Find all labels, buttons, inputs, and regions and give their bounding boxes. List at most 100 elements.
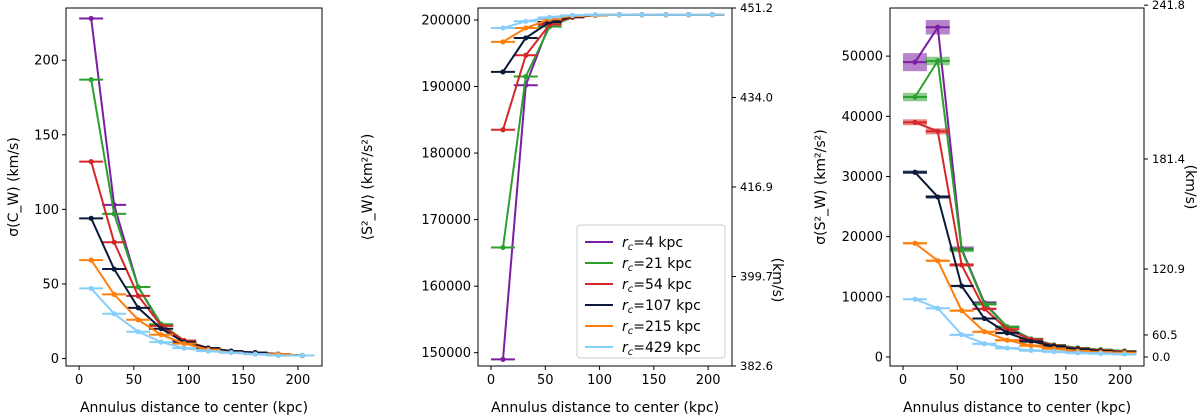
- data-point: [912, 169, 918, 175]
- y-right-tick-label: 416.9: [740, 180, 773, 194]
- y-tick-label: 160000: [421, 280, 471, 295]
- y-right-tick-label: 120.9: [1152, 262, 1185, 276]
- data-point: [912, 59, 918, 65]
- axes-frame-left: [65, 7, 323, 367]
- x-tick-label: 150: [641, 373, 666, 388]
- data-point: [912, 94, 918, 100]
- x-tick-label: 200: [286, 373, 311, 388]
- y-tick-label: 20000: [842, 230, 883, 245]
- y-right-tick-label: 451.2: [740, 1, 773, 15]
- plot-area-middle: [490, 12, 725, 362]
- y-tick-label: 100: [34, 203, 59, 218]
- data-point: [500, 25, 506, 31]
- legend: rc=4 kpc rc=21 kpc rc=54 kpc rc=107 kpc rc=2…: [576, 224, 726, 359]
- data-point: [500, 356, 506, 362]
- data-point: [111, 291, 117, 297]
- x-tick-label: 0: [487, 373, 495, 388]
- y-tick-label: 180000: [421, 147, 471, 162]
- y-tick-label: 150000: [421, 346, 471, 361]
- legend-label: rc=107 kpc: [622, 298, 701, 316]
- data-point: [135, 284, 141, 290]
- series-group: [79, 15, 315, 359]
- data-point: [88, 257, 94, 263]
- x-axis-label-middle: Annulus distance to center (kpc): [491, 400, 719, 416]
- data-point: [1051, 348, 1057, 355]
- data-point: [88, 159, 94, 165]
- data-point: [252, 351, 258, 357]
- data-point: [228, 349, 234, 356]
- y-axis-label-right-panel: σ(S²_W) (km²/s²): [813, 129, 829, 245]
- data-point: [275, 352, 281, 359]
- data-point: [88, 15, 94, 22]
- y-right-tick-label: 0.0: [1152, 350, 1170, 364]
- data-point: [158, 339, 164, 345]
- data-point: [500, 244, 506, 251]
- panel-middle-mean-s2: Annulus distance to center (kpc) ⟨S²_W⟩ …: [360, 1, 785, 416]
- data-point: [959, 247, 965, 253]
- y-axis-label-secondary-right: (km/s): [1182, 165, 1198, 210]
- x-axis-label-right: Annulus distance to center (kpc): [903, 400, 1131, 416]
- data-point: [523, 52, 529, 58]
- data-point: [1121, 351, 1128, 357]
- series-group: [902, 20, 1137, 357]
- y-right-tick-label: 241.8: [1152, 0, 1185, 12]
- y-right-tick-label: 382.6: [740, 359, 773, 373]
- legend-label: rc=54 kpc: [622, 277, 692, 295]
- y-ticks-right: 0 10000 20000 30000 40000 50000: [842, 50, 890, 365]
- data-point: [135, 317, 141, 323]
- data-point: [685, 12, 692, 18]
- y-axis-label-left: σ(C_W) (km/s): [6, 137, 22, 237]
- data-point: [88, 77, 94, 83]
- y-tick-label: 170000: [421, 213, 471, 228]
- data-point: [959, 332, 965, 338]
- legend-box: [576, 224, 726, 359]
- x-tick-label: 100: [999, 373, 1024, 388]
- x-axis-label-left: Annulus distance to center (kpc): [80, 400, 308, 416]
- x-tick-label: 50: [949, 373, 966, 388]
- data-point: [592, 12, 598, 18]
- y-tick-label: 200: [34, 54, 59, 69]
- panel-left-sigma-c: Annulus distance to center (kpc) σ(C_W) …: [6, 7, 323, 416]
- data-point: [935, 128, 941, 134]
- y-ticks-right-middle: 382.6 399.7 416.9 434.0 451.2: [732, 1, 773, 373]
- data-point: [88, 215, 94, 221]
- y-axis-label-right-middle: (km/s): [769, 258, 785, 303]
- data-point: [181, 341, 187, 347]
- y-tick-label: 190000: [421, 80, 471, 95]
- data-point: [959, 308, 965, 314]
- panel-right-sigma-s2: Annulus distance to center (kpc) σ(S²_W)…: [813, 0, 1198, 416]
- data-point: [135, 329, 141, 335]
- data-point: [981, 329, 988, 335]
- data-point: [1097, 350, 1104, 356]
- data-point: [981, 341, 988, 347]
- data-point: [205, 348, 211, 354]
- data-point: [523, 73, 529, 80]
- x-ticks-right: 0 50 100 150 200: [899, 366, 1133, 388]
- data-point: [959, 283, 965, 289]
- y-tick-label: 10000: [842, 290, 883, 305]
- legend-label: rc=4 kpc: [622, 235, 683, 253]
- data-point: [912, 119, 918, 125]
- data-point: [912, 296, 918, 302]
- data-point: [88, 285, 94, 292]
- y-tick-label: 0: [875, 350, 883, 365]
- plot-area-right: [902, 20, 1137, 357]
- data-point: [547, 14, 553, 20]
- data-point: [500, 39, 506, 45]
- x-tick-label: 0: [75, 373, 83, 388]
- x-ticks-middle: 0 50 100 150 200: [487, 366, 721, 388]
- data-point: [935, 305, 941, 311]
- data-point: [523, 25, 529, 31]
- y-right-tick-label: 399.7: [740, 270, 773, 284]
- data-point: [1004, 326, 1010, 332]
- legend-label: rc=429 kpc: [622, 340, 701, 358]
- x-tick-label: 150: [231, 373, 256, 388]
- legend-label: rc=215 kpc: [622, 319, 701, 337]
- data-point: [935, 58, 941, 64]
- data-point: [1075, 350, 1081, 356]
- data-point: [639, 12, 645, 18]
- x-tick-label: 200: [696, 373, 721, 388]
- data-point: [981, 315, 988, 322]
- legend-label: rc=21 kpc: [622, 256, 692, 274]
